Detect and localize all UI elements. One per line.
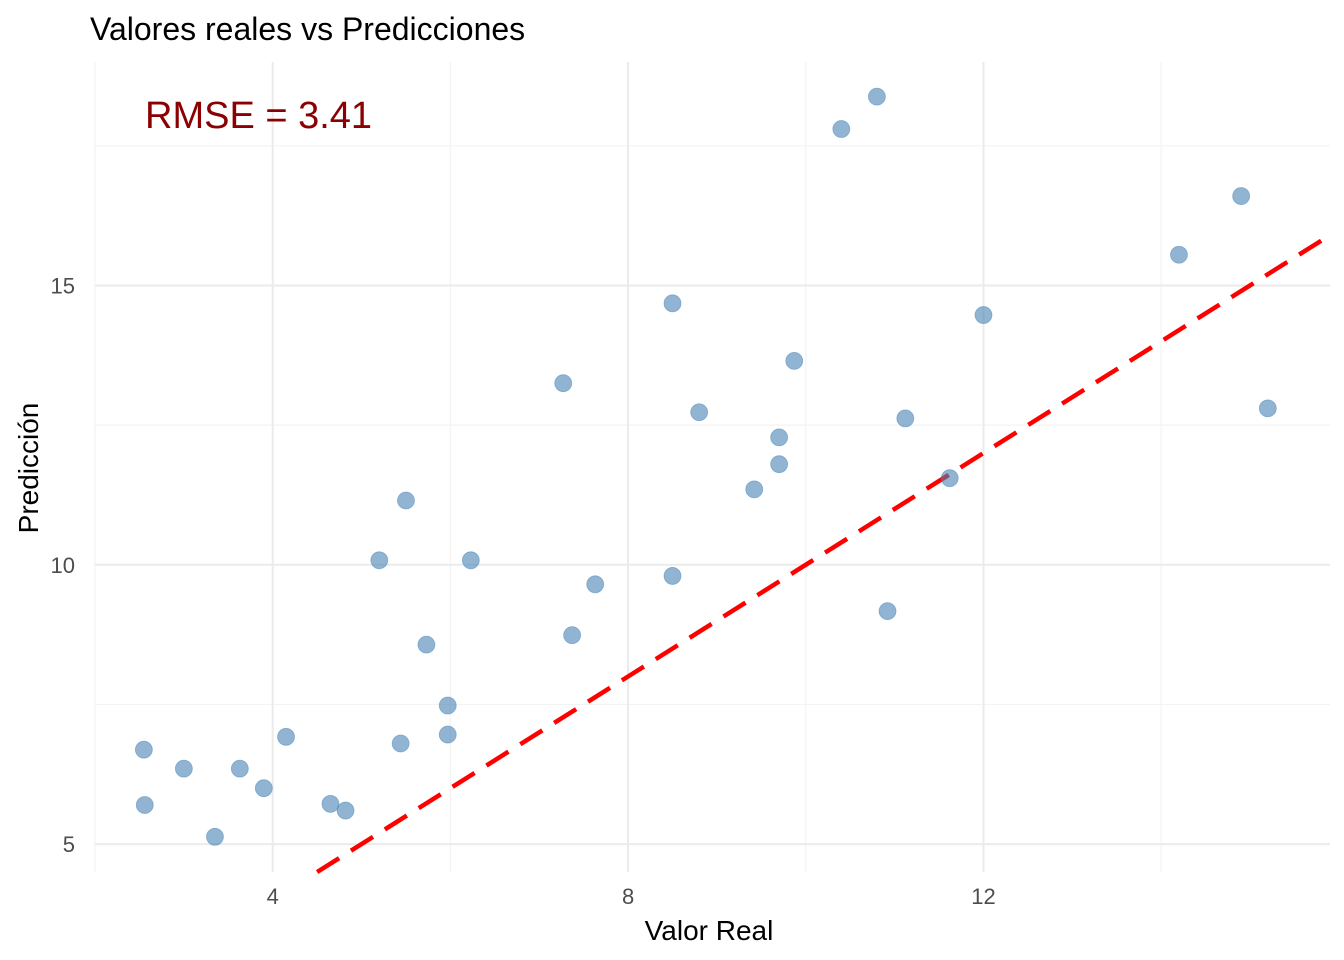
data-point (832, 120, 851, 138)
major-gridlines (95, 62, 1330, 872)
data-point (438, 696, 457, 715)
data-point (1170, 245, 1188, 264)
data-point (690, 403, 709, 422)
data-point (277, 727, 295, 746)
data-point (230, 759, 249, 778)
y-tick-label: 15 (51, 273, 75, 298)
data-point (663, 567, 682, 585)
x-tick-label: 12 (971, 884, 995, 909)
data-point (770, 455, 789, 474)
x-axis-tick-labels: 4 8 12 (267, 884, 996, 909)
x-axis-title: Valor Real (645, 915, 774, 946)
y-axis-tick-labels: 5 10 15 (51, 273, 75, 857)
data-points (134, 87, 1277, 846)
data-point (135, 796, 154, 814)
y-tick-label: 10 (51, 553, 75, 578)
rmse-annotation: RMSE = 3.41 (145, 95, 372, 137)
data-point (878, 602, 897, 621)
data-point (417, 635, 436, 654)
data-point (586, 575, 605, 594)
data-point (663, 294, 682, 313)
data-point (563, 626, 582, 645)
data-point (254, 779, 273, 798)
data-point (134, 740, 153, 759)
x-tick-label: 4 (267, 884, 279, 909)
data-point (770, 428, 789, 447)
data-point (206, 827, 224, 846)
chart-title: Valores reales vs Predicciones (90, 11, 525, 47)
data-point (896, 409, 915, 428)
data-point (1232, 187, 1251, 205)
data-point (554, 374, 573, 393)
data-point (785, 351, 804, 370)
minor-gridlines (94, 62, 1330, 872)
data-point (940, 469, 959, 488)
data-point (1258, 399, 1277, 418)
x-tick-label: 8 (622, 884, 634, 909)
data-point (974, 306, 993, 324)
data-point (461, 551, 480, 570)
y-axis-title: Predicción (13, 403, 44, 534)
data-point (867, 87, 886, 106)
data-point (321, 794, 340, 813)
data-point (745, 480, 764, 499)
data-point (336, 801, 355, 820)
data-point (391, 734, 410, 753)
data-point (438, 725, 457, 744)
data-point (174, 759, 193, 778)
data-point (397, 491, 415, 510)
y-tick-label: 5 (63, 832, 75, 857)
data-point (370, 551, 389, 570)
